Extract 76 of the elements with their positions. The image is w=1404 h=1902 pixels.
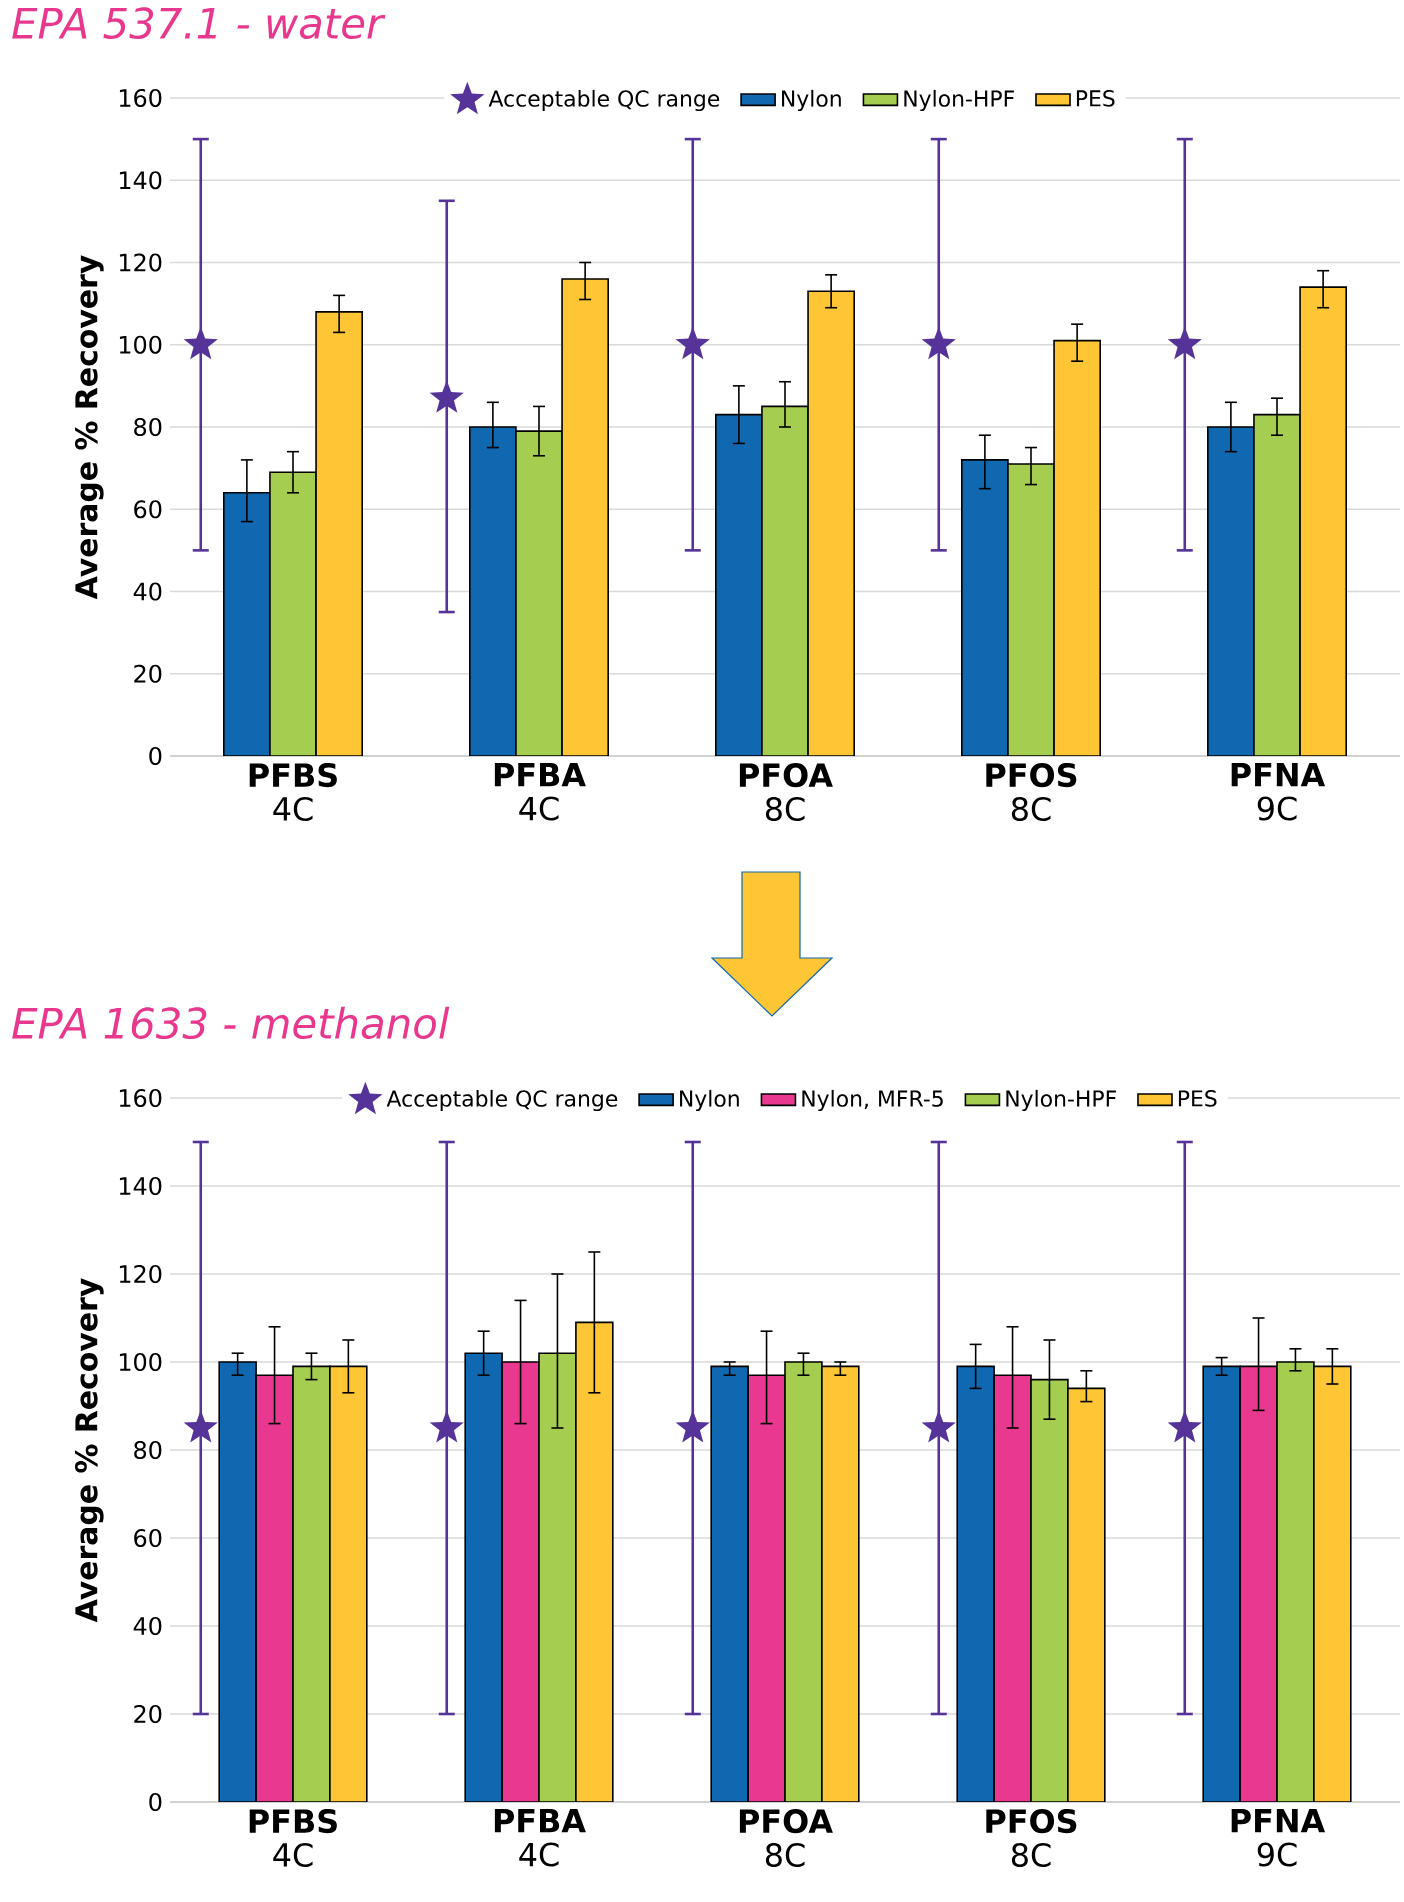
bar (961, 459, 1009, 756)
legend-label: Acceptable QC range (386, 1089, 618, 1112)
x-tick-label: PFNA 9C (1231, 1809, 1326, 1867)
y-tick-label: 40 (133, 582, 162, 601)
x-tick-label: PFOA 8C (739, 1809, 833, 1868)
bar (561, 278, 609, 756)
y-tick-label: 80 (134, 1440, 162, 1460)
legend-label: Nylon, MFR-5 (802, 1089, 943, 1112)
bar (761, 405, 809, 756)
bar (292, 1365, 331, 1802)
x-tick-label: PFBA 4C (494, 763, 586, 821)
bar (501, 1361, 540, 1802)
bar (1276, 1361, 1315, 1802)
x-tick-label: PFOA 8C (739, 763, 833, 821)
legend-label: PES (1178, 1090, 1217, 1107)
x-tick-label: PFOS 8C (986, 1809, 1077, 1868)
y-tick-label: 20 (134, 664, 162, 683)
bar (1207, 426, 1255, 756)
legend-label: Nylon-HPF (904, 89, 1014, 112)
bar (1053, 339, 1101, 756)
legend-label: Acceptable QC range (488, 89, 720, 112)
bar (1202, 1365, 1241, 1802)
x-tick-label: PFBS 4C (249, 763, 337, 821)
bar (329, 1365, 368, 1802)
x-tick-label: PFNA 9C (1231, 763, 1326, 821)
legend-label: Nylon (782, 89, 841, 112)
y-tick-label: 60 (134, 500, 162, 519)
y-tick-label: 100 (119, 1352, 162, 1372)
y-tick-label: 160 (119, 88, 162, 108)
y-tick-label: 140 (119, 1176, 162, 1196)
bar (1253, 413, 1301, 756)
y-axis-title: Average % Recovery (75, 255, 104, 600)
y-tick-label: 160 (119, 1088, 162, 1108)
bar (715, 413, 763, 756)
bar (821, 1365, 860, 1802)
bar (784, 1361, 823, 1802)
bar (223, 491, 271, 756)
y-tick-label: 0 (149, 746, 162, 766)
bar (747, 1374, 786, 1802)
legend-label: Nylon-HPF (1006, 1089, 1116, 1112)
bar (993, 1374, 1032, 1802)
bar (710, 1365, 749, 1802)
chart-title: EPA 1633 - methanol (12, 1006, 450, 1039)
bar (807, 290, 855, 756)
bar (269, 471, 317, 756)
y-tick-label: 140 (119, 171, 162, 190)
x-tick-label: PFBA 4C (494, 1809, 586, 1867)
y-tick-label: 80 (134, 417, 162, 437)
bar (1030, 1378, 1069, 1802)
y-tick-label: 20 (134, 1704, 162, 1724)
x-tick-label: PFBS 4C (249, 1809, 337, 1868)
y-axis-title: Average % Recovery (75, 1278, 104, 1623)
bar (575, 1321, 614, 1802)
bar (1007, 463, 1055, 756)
y-tick-label: 60 (134, 1528, 162, 1548)
bar (469, 426, 517, 756)
x-tick-label: PFOS 8C (986, 763, 1077, 821)
y-tick-label: 120 (119, 253, 162, 272)
bar (1067, 1387, 1106, 1802)
bar (515, 430, 563, 756)
bar (1239, 1365, 1278, 1802)
bar (956, 1365, 995, 1802)
bar (218, 1361, 257, 1802)
bar (464, 1352, 503, 1802)
bar (1299, 286, 1347, 756)
legend-label: Nylon (680, 1089, 739, 1112)
bar (255, 1374, 294, 1802)
chart-title: EPA 537.1 - water (12, 7, 386, 39)
y-tick-label: 100 (119, 335, 162, 354)
bar (1313, 1365, 1352, 1802)
bar (538, 1352, 577, 1802)
y-tick-label: 120 (119, 1264, 162, 1284)
legend-label: PES (1076, 90, 1115, 107)
y-tick-label: 40 (133, 1616, 162, 1636)
y-tick-label: 0 (149, 1792, 162, 1812)
bar (315, 311, 363, 756)
